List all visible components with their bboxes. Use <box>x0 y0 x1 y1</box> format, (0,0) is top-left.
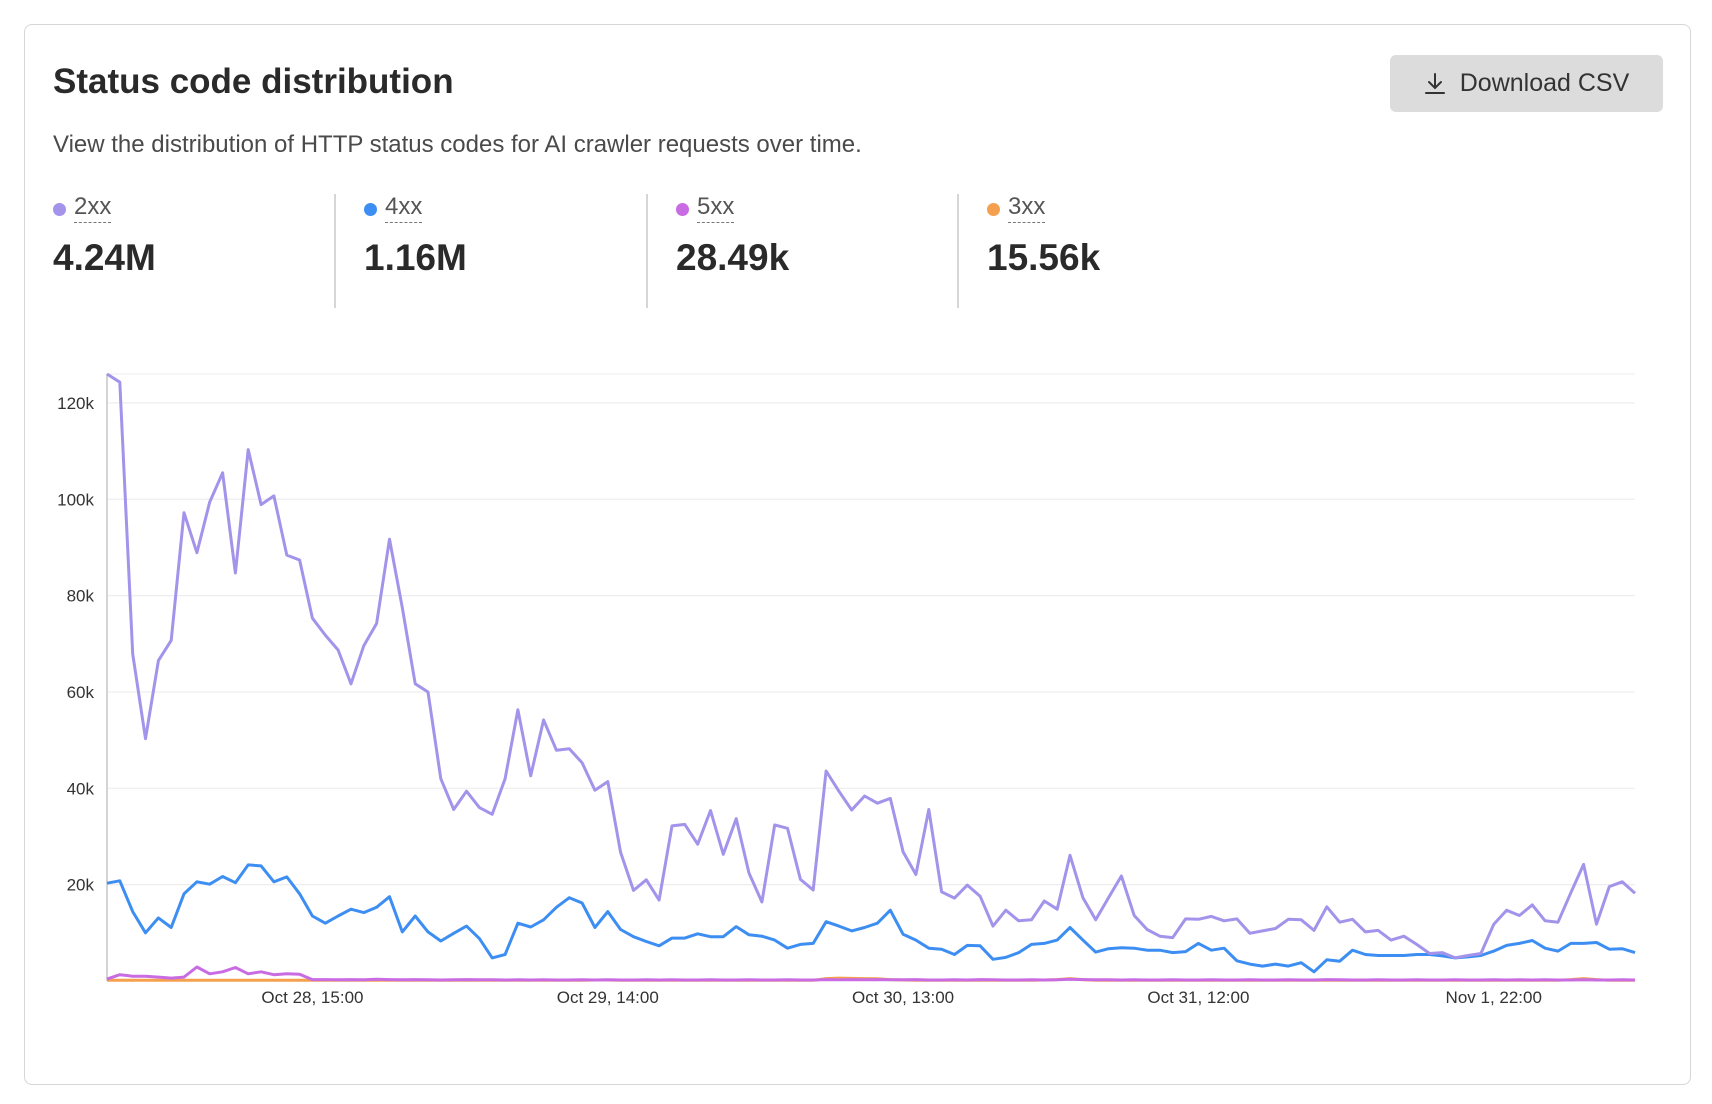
stat-value-4xx: 1.16M <box>364 237 467 278</box>
page-subtitle: View the distribution of HTTP status cod… <box>53 131 862 158</box>
y-tick-label: 60k <box>67 683 95 702</box>
stat-5xx: 5xx 28.49k <box>676 195 790 279</box>
download-csv-button[interactable]: Download CSV <box>1390 55 1663 112</box>
legend-dot-2xx <box>53 203 66 216</box>
y-tick-label: 20k <box>67 876 95 895</box>
stat-value-2xx: 4.24M <box>53 237 156 278</box>
x-tick-label: Oct 29, 14:00 <box>557 988 659 1007</box>
series-line-5xx[interactable] <box>106 965 1636 982</box>
stat-value-5xx: 28.49k <box>676 237 790 278</box>
y-tick-label: 40k <box>67 779 95 798</box>
y-tick-label: 80k <box>67 587 95 606</box>
page-title: Status code distribution <box>53 62 454 101</box>
legend-dot-5xx <box>676 203 689 216</box>
stat-2xx: 2xx 4.24M <box>53 195 156 279</box>
download-csv-label: Download CSV <box>1459 69 1630 97</box>
x-tick-label: Oct 30, 13:00 <box>852 988 954 1007</box>
stat-divider <box>646 194 648 308</box>
series-line-4xx[interactable] <box>106 863 1636 974</box>
legend-dot-4xx <box>364 203 377 216</box>
stat-divider <box>957 194 959 308</box>
stat-3xx: 3xx 15.56k <box>987 195 1101 279</box>
stat-label-2xx[interactable]: 2xx <box>74 195 112 223</box>
stat-divider <box>334 194 336 308</box>
stat-label-5xx[interactable]: 5xx <box>697 195 735 223</box>
y-tick-label: 100k <box>57 490 94 509</box>
x-tick-label: Oct 28, 15:00 <box>261 988 363 1007</box>
stat-4xx: 4xx 1.16M <box>364 195 467 279</box>
series-line-2xx[interactable] <box>106 372 1637 960</box>
stat-value-3xx: 15.56k <box>987 237 1101 278</box>
legend-dot-3xx <box>987 203 1000 216</box>
status-code-card <box>24 24 1691 1085</box>
download-icon <box>1424 72 1445 94</box>
x-tick-label: Nov 1, 22:00 <box>1446 988 1542 1007</box>
stat-label-4xx[interactable]: 4xx <box>385 195 423 223</box>
x-tick-label: Oct 31, 12:00 <box>1147 988 1249 1007</box>
stat-label-3xx[interactable]: 3xx <box>1008 195 1046 223</box>
y-tick-label: 120k <box>57 394 94 413</box>
